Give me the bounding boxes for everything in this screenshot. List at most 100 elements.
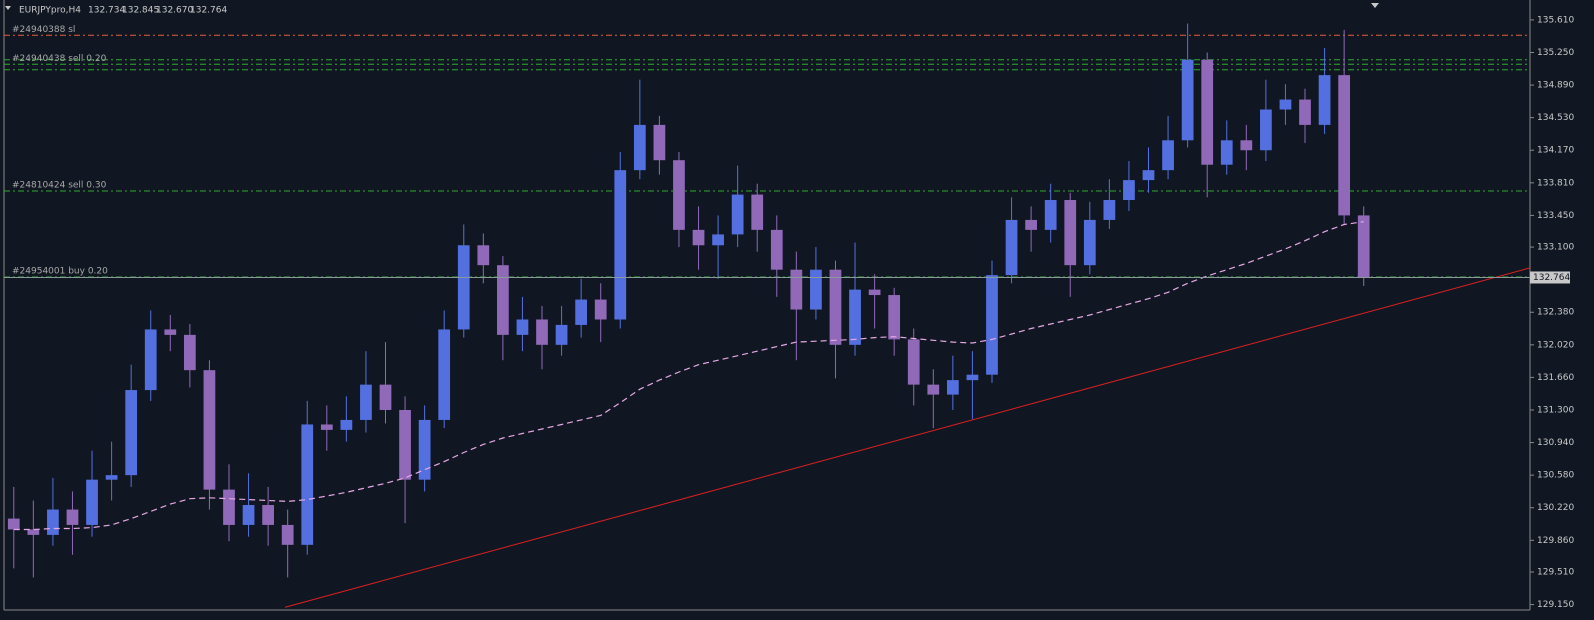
current-price-label: 132.764	[1533, 273, 1570, 283]
candle-body	[536, 319, 548, 345]
header-quote: 132.670	[156, 6, 193, 16]
y-tick-label: 132.020	[1537, 340, 1574, 350]
symbol: EURJPYpro,H4	[19, 6, 81, 16]
candle-body	[1260, 109, 1272, 151]
y-tick-label: 130.580	[1537, 471, 1574, 481]
header-quote: 132.764	[190, 6, 227, 16]
y-tick-label: 134.890	[1537, 81, 1574, 91]
candle-body	[399, 409, 411, 480]
candle-body	[1142, 170, 1155, 181]
candle-body	[1318, 75, 1331, 125]
candle-body	[340, 419, 353, 430]
y-tick-label: 133.100	[1537, 243, 1574, 253]
y-tick-label: 134.530	[1537, 113, 1574, 123]
candle-body	[27, 529, 40, 535]
chart-shift-marker[interactable]	[1371, 3, 1379, 8]
candle-body	[692, 229, 705, 246]
candle-body	[946, 380, 959, 395]
order-label: #24940388 sl	[12, 25, 75, 35]
candle-body	[633, 124, 646, 171]
candle-body	[1162, 140, 1174, 171]
candle-body	[614, 170, 627, 320]
candle-body	[516, 319, 529, 335]
candle-body	[810, 269, 822, 310]
menu-arrow[interactable]	[5, 6, 11, 10]
y-tick-label: 129.150	[1537, 600, 1574, 610]
order-label: #24810424 sell 0.30	[12, 180, 107, 190]
candle-body	[1220, 140, 1233, 165]
candle-body	[751, 194, 764, 230]
candle-body	[86, 479, 98, 525]
candle-body	[1044, 200, 1057, 230]
current-price-box	[1530, 271, 1570, 284]
y-tick-label: 135.250	[1537, 48, 1574, 58]
candle-body	[829, 269, 842, 345]
candle-body	[457, 245, 470, 330]
candle-body	[1083, 219, 1096, 266]
candle-body	[1240, 140, 1253, 151]
candle-body	[281, 524, 294, 545]
y-tick-label: 135.610	[1537, 15, 1574, 25]
header-quote: 132.845	[122, 6, 159, 16]
candle-body	[418, 419, 431, 480]
candle-body	[1005, 219, 1018, 276]
candle-body	[849, 289, 861, 345]
header-quote: 132.734	[88, 6, 125, 16]
candle-body	[47, 509, 59, 535]
y-tick-label: 134.170	[1537, 146, 1574, 156]
candle-body	[653, 124, 666, 161]
candle-body	[1123, 180, 1135, 201]
candle-body	[438, 329, 451, 420]
candle-body	[66, 509, 79, 525]
candle-body	[203, 370, 216, 490]
candle-body	[770, 229, 783, 270]
candle-body	[242, 505, 255, 525]
candle-body	[164, 329, 177, 335]
candle-body	[1103, 200, 1116, 220]
candle-body	[731, 194, 744, 235]
candle-body	[301, 424, 314, 545]
candle-body	[986, 275, 998, 375]
candle-body	[477, 245, 490, 266]
candle-body	[1201, 59, 1214, 165]
y-tick-label: 133.450	[1537, 211, 1574, 221]
y-tick-label: 130.940	[1537, 438, 1574, 448]
candle-body	[868, 289, 881, 296]
header: EURJPYpro,H4 132.734132.845132.670132.76…	[19, 6, 227, 16]
y-tick-label: 131.300	[1537, 405, 1574, 415]
candle-body	[1064, 200, 1077, 266]
candle-body	[320, 424, 333, 430]
candle-body	[1299, 99, 1311, 125]
candle-body	[575, 299, 588, 325]
candle-body	[144, 329, 157, 391]
y-tick-label: 133.810	[1537, 178, 1574, 188]
candle-body	[907, 339, 920, 385]
candle-body	[888, 295, 901, 340]
candle-body	[105, 475, 118, 480]
y-tick-label: 132.380	[1537, 308, 1574, 318]
candle-body	[927, 384, 940, 395]
y-tick-label: 131.660	[1537, 373, 1574, 383]
candle-body	[1338, 75, 1351, 216]
candle-body	[1025, 219, 1037, 230]
candle-body	[1181, 59, 1194, 141]
candle-body	[1357, 215, 1370, 278]
candle-body	[497, 265, 509, 335]
trendline	[285, 267, 1531, 608]
candle-body	[594, 299, 607, 320]
candle-body	[223, 489, 235, 525]
y-tick-label: 129.860	[1537, 536, 1574, 546]
candle-body	[262, 505, 274, 525]
y-tick-label: 129.510	[1537, 567, 1574, 577]
order-label: #24954001 buy 0.20	[12, 266, 108, 276]
candle-body	[712, 234, 724, 246]
moving-average	[13, 221, 1364, 531]
candle-body	[183, 334, 196, 371]
candle-body	[790, 269, 803, 310]
candle-body	[1279, 99, 1292, 110]
y-tick-label: 130.220	[1537, 503, 1574, 513]
candle-body	[379, 384, 392, 410]
